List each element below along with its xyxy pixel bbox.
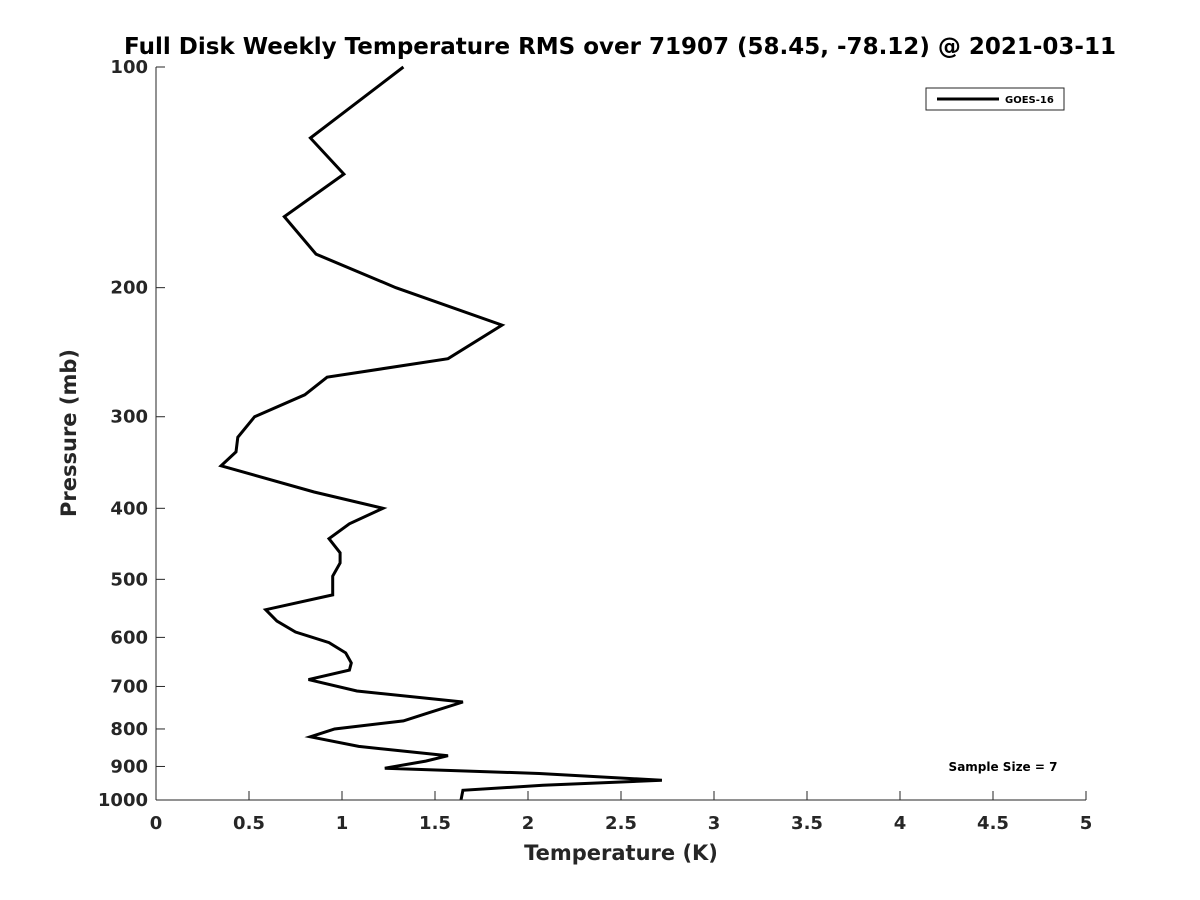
y-tick-label: 700 [110, 676, 148, 697]
legend: GOES-16 [925, 87, 1065, 111]
x-axis-ticks: 0 0.5 1 1.5 2 2.5 3 3.5 4 4.5 5 [150, 791, 1093, 834]
y-axis-ticks: 100 200 300 400 500 600 700 800 900 1000 [98, 57, 165, 811]
x-tick-label: 0 [150, 813, 163, 834]
y-axis-label: Pressure (mb) [57, 349, 81, 517]
series-line-goes-16 [218, 65, 662, 801]
y-tick-label: 300 [110, 407, 148, 428]
x-tick-label: 5 [1080, 813, 1093, 834]
y-tick-label: 100 [110, 57, 148, 78]
chart-title: Full Disk Weekly Temperature RMS over 71… [124, 34, 1116, 60]
x-tick-label: 4.5 [977, 813, 1009, 834]
x-axis-label: Temperature (K) [524, 841, 718, 865]
x-tick-label: 1 [336, 813, 349, 834]
x-tick-label: 1.5 [419, 813, 451, 834]
sample-size-annotation: Sample Size = 7 [949, 760, 1058, 774]
y-tick-label: 200 [110, 278, 148, 299]
x-tick-label: 2 [522, 813, 535, 834]
x-tick-label: 2.5 [605, 813, 637, 834]
legend-label-goes-16: GOES-16 [1005, 95, 1054, 106]
x-tick-label: 3.5 [791, 813, 823, 834]
x-tick-label: 4 [894, 813, 907, 834]
y-tick-label: 900 [110, 756, 148, 777]
y-tick-label: 500 [110, 569, 148, 590]
y-tick-label: 600 [110, 627, 148, 648]
y-tick-label: 400 [110, 498, 148, 519]
x-tick-label: 0.5 [233, 813, 265, 834]
plot-area [218, 65, 662, 801]
y-tick-label: 1000 [98, 790, 148, 811]
y-tick-label: 800 [110, 719, 148, 740]
x-tick-label: 3 [708, 813, 721, 834]
